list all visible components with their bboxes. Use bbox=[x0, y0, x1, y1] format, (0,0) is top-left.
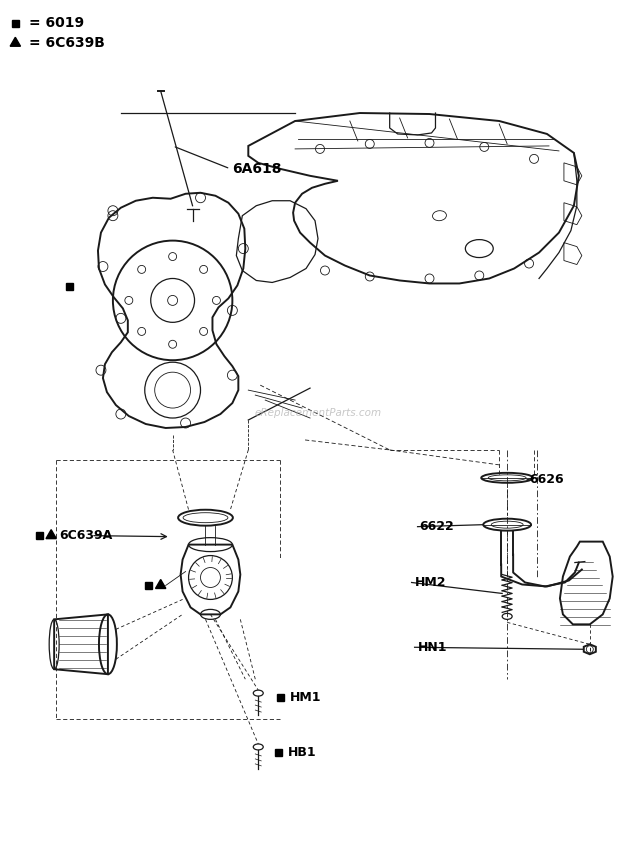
Polygon shape bbox=[10, 37, 20, 46]
Bar bbox=[275, 750, 282, 756]
Text: HN1: HN1 bbox=[418, 641, 447, 654]
Text: 6626: 6626 bbox=[529, 473, 564, 486]
Text: 6C639A: 6C639A bbox=[59, 530, 112, 542]
Text: HB1: HB1 bbox=[288, 746, 317, 759]
Text: HM2: HM2 bbox=[415, 576, 446, 589]
Text: = 6C639B: = 6C639B bbox=[29, 37, 105, 50]
Bar bbox=[12, 20, 19, 27]
Text: = 6019: = 6019 bbox=[29, 16, 84, 31]
Polygon shape bbox=[156, 580, 166, 588]
Text: 6622: 6622 bbox=[420, 520, 454, 533]
Text: eReplacementParts.com: eReplacementParts.com bbox=[255, 408, 382, 418]
Bar bbox=[65, 283, 72, 290]
Text: 6A618: 6A618 bbox=[232, 162, 282, 176]
Text: HM1: HM1 bbox=[290, 690, 321, 704]
Bar bbox=[145, 582, 152, 589]
Bar bbox=[36, 532, 43, 539]
Bar bbox=[277, 694, 284, 700]
Polygon shape bbox=[46, 530, 57, 539]
